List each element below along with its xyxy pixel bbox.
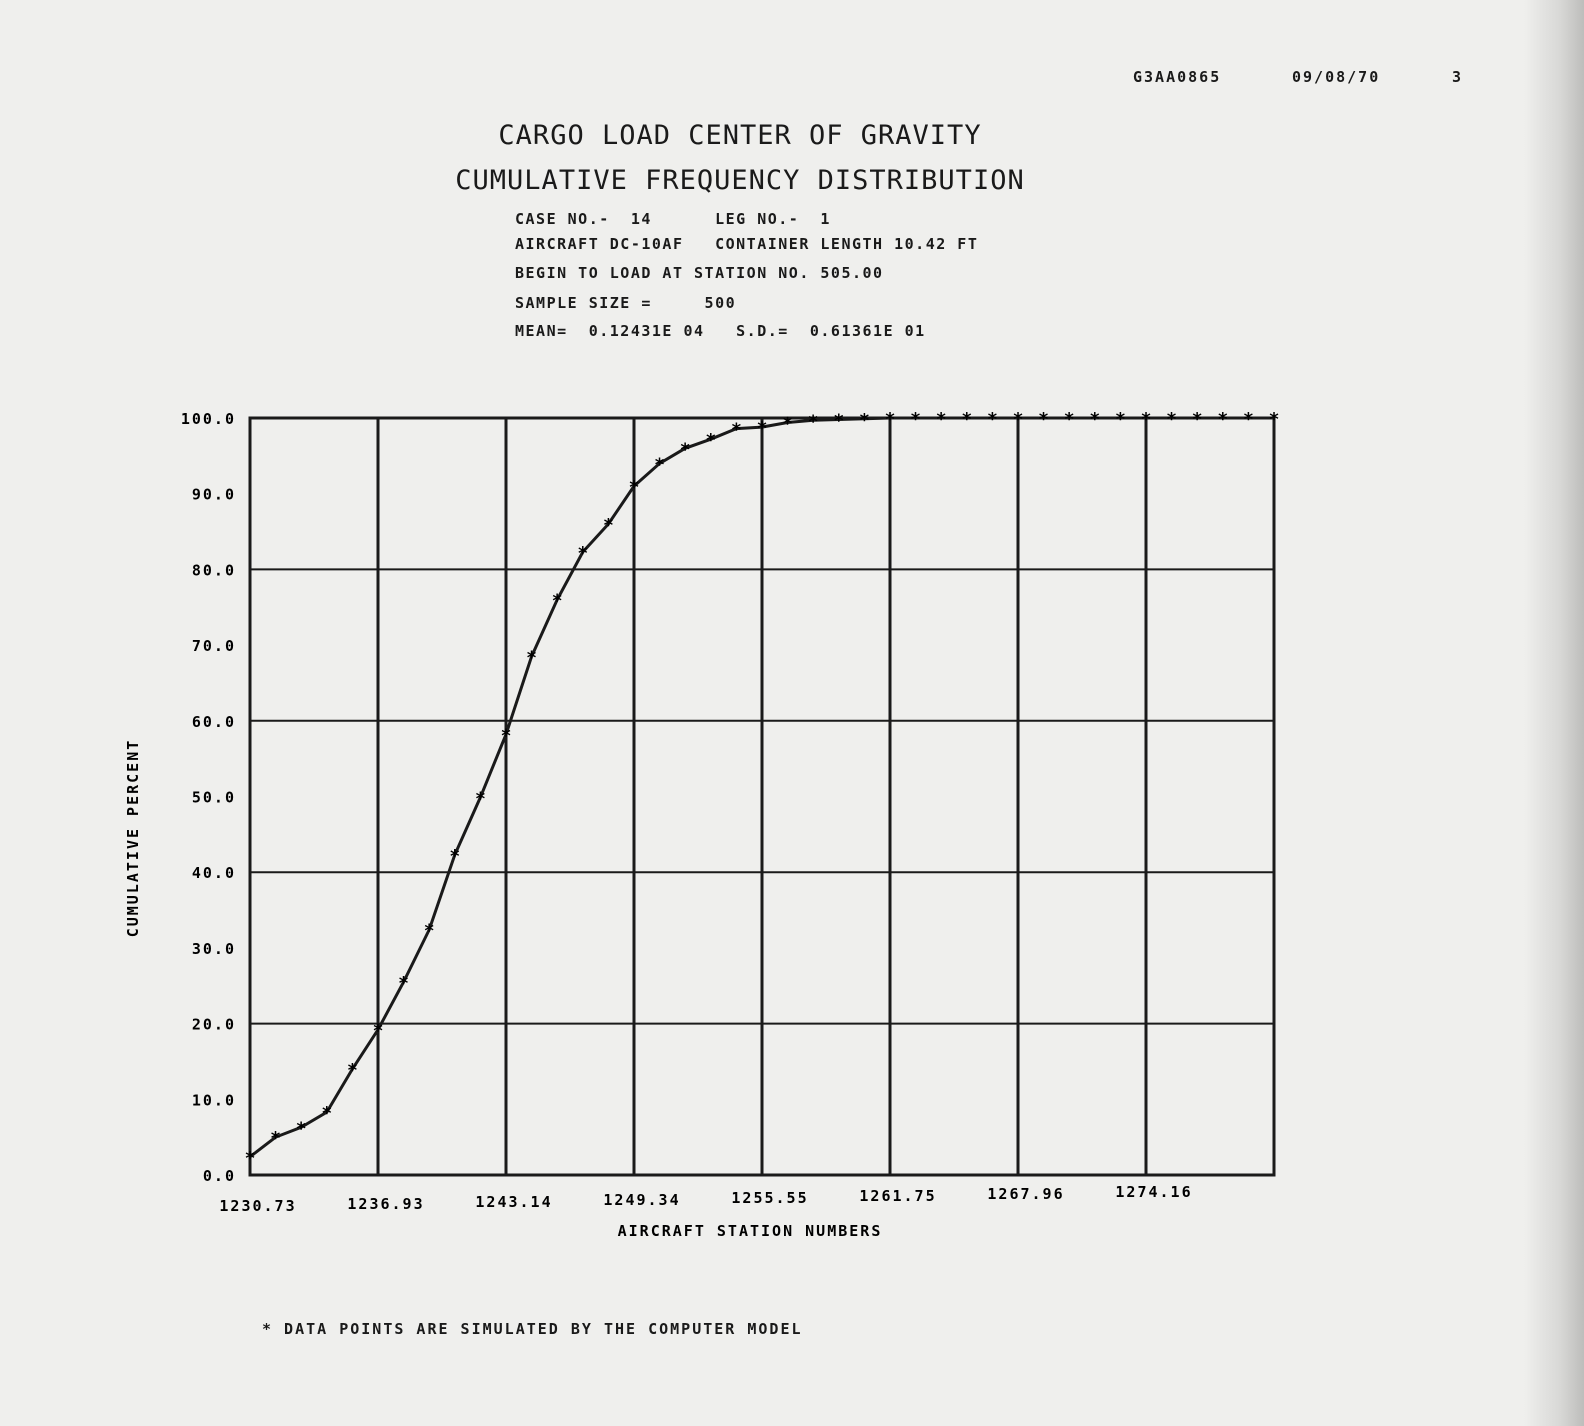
- info-line: SAMPLE SIZE = 500: [515, 294, 737, 312]
- data-point-marker: *: [1013, 409, 1024, 430]
- info-line: AIRCRAFT DC-10AF CONTAINER LENGTH 10.42 …: [515, 235, 979, 253]
- data-point-marker: *: [936, 409, 947, 430]
- data-point-marker: *: [321, 1103, 332, 1124]
- x-tick-label: 1261.75: [859, 1187, 936, 1205]
- y-axis-label: CUMULATIVE PERCENT: [124, 739, 142, 938]
- info-line: BEGIN TO LOAD AT STATION NO. 505.00: [515, 264, 884, 282]
- data-point-marker: *: [1217, 409, 1228, 430]
- x-tick-label: 1230.73: [219, 1197, 296, 1215]
- x-tick-label: 1249.34: [603, 1191, 680, 1209]
- data-point-marker: *: [424, 921, 435, 942]
- y-tick-label: 30.0: [192, 940, 236, 958]
- data-point-marker: *: [603, 515, 614, 536]
- report-date: 09/08/70: [1292, 68, 1381, 86]
- data-point-marker: *: [629, 477, 640, 498]
- data-point-marker: *: [475, 788, 486, 809]
- data-point-marker: *: [859, 410, 870, 431]
- y-tick-label: 70.0: [192, 637, 236, 655]
- data-point-marker: *: [1192, 409, 1203, 430]
- data-point-marker: *: [1166, 409, 1177, 430]
- data-point-marker: *: [705, 430, 716, 451]
- y-tick-label: 80.0: [192, 561, 236, 579]
- data-point-marker: *: [1064, 409, 1075, 430]
- info-line: CASE NO.- 14 LEG NO.- 1: [515, 210, 831, 228]
- data-point-marker: *: [373, 1021, 384, 1042]
- info-line: MEAN= 0.12431E 04 S.D.= 0.61361E 01: [515, 322, 926, 340]
- data-point-marker: *: [731, 420, 742, 441]
- y-tick-label: 40.0: [192, 864, 236, 882]
- data-point-marker: *: [757, 418, 768, 439]
- data-point-marker: *: [1243, 409, 1254, 430]
- y-tick-label: 60.0: [192, 713, 236, 731]
- data-point-marker: *: [1269, 409, 1280, 430]
- data-point-marker: *: [1089, 409, 1100, 430]
- data-point-marker: *: [577, 543, 588, 564]
- chart-title: CARGO LOAD CENTER OF GRAVITY: [498, 120, 982, 151]
- y-tick-label: 50.0: [192, 789, 236, 807]
- data-point-marker: *: [833, 411, 844, 432]
- data-point-marker: *: [449, 846, 460, 867]
- y-tick-label: 20.0: [192, 1016, 236, 1034]
- y-tick-label: 0.0: [203, 1167, 236, 1185]
- data-point-marker: *: [961, 409, 972, 430]
- page-number: 3: [1452, 68, 1464, 86]
- data-point-marker: *: [1115, 409, 1126, 430]
- footnote: * DATA POINTS ARE SIMULATED BY THE COMPU…: [262, 1320, 803, 1338]
- y-tick-label: 90.0: [192, 486, 236, 504]
- data-point-marker: *: [680, 439, 691, 460]
- y-tick-label: 10.0: [192, 1091, 236, 1109]
- data-point-marker: *: [1038, 409, 1049, 430]
- chart-subtitle: CUMULATIVE FREQUENCY DISTRIBUTION: [455, 165, 1025, 196]
- x-tick-label: 1255.55: [731, 1189, 808, 1207]
- data-point-marker: *: [1141, 409, 1152, 430]
- data-point-marker: *: [987, 409, 998, 430]
- data-point-marker: *: [347, 1060, 358, 1081]
- data-point-marker: *: [526, 647, 537, 668]
- data-point-marker: *: [654, 454, 665, 475]
- data-point-marker: *: [501, 725, 512, 746]
- data-point-marker: *: [910, 409, 921, 430]
- x-tick-label: 1274.16: [1115, 1183, 1192, 1201]
- x-tick-label: 1236.93: [347, 1195, 424, 1213]
- data-point-marker: *: [552, 591, 563, 612]
- x-tick-label: 1267.96: [987, 1185, 1064, 1203]
- data-point-marker: *: [808, 411, 819, 432]
- y-tick-label: 100.0: [181, 410, 236, 428]
- page-edge-shadow: [1524, 0, 1584, 1426]
- data-point-marker: *: [245, 1148, 256, 1169]
- data-point-marker: *: [782, 414, 793, 435]
- x-axis-label: AIRCRAFT STATION NUMBERS: [618, 1222, 883, 1240]
- cumulative-curve: [249, 416, 1274, 1159]
- report-code: G3AA0865: [1133, 68, 1222, 86]
- data-point-marker: *: [885, 409, 896, 430]
- x-tick-label: 1243.14: [475, 1193, 552, 1211]
- data-point-marker: *: [398, 973, 409, 994]
- data-point-marker: *: [270, 1128, 281, 1149]
- data-point-marker: *: [296, 1118, 307, 1139]
